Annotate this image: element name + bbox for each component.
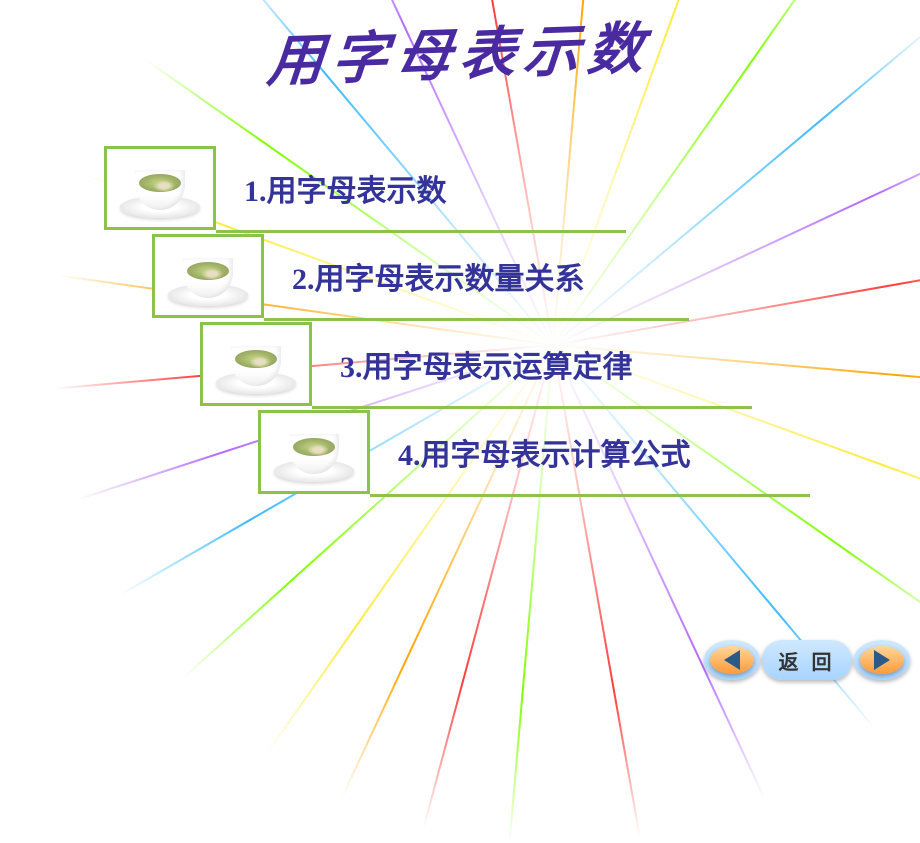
menu-item-label: 4.用字母表示计算公式 xyxy=(398,430,691,474)
tea xyxy=(139,174,181,192)
tea-flower xyxy=(307,444,329,456)
next-button[interactable] xyxy=(854,640,910,680)
teacup-icon xyxy=(258,410,370,494)
teacup xyxy=(163,246,253,306)
title-text: 用字母表示数 xyxy=(264,3,655,97)
tea-flower xyxy=(201,268,223,280)
bottom-nav: 返 回 xyxy=(704,640,910,680)
menu-item-2[interactable]: 2.用字母表示数量关系 xyxy=(152,234,585,318)
tea xyxy=(293,438,335,456)
tea-flower xyxy=(153,180,175,192)
menu-item-3[interactable]: 3.用字母表示运算定律 xyxy=(200,322,633,406)
teacup-icon xyxy=(104,146,216,230)
item-underline xyxy=(370,494,810,497)
arrow-left-icon xyxy=(724,650,740,670)
menu-item-1[interactable]: 1.用字母表示数 xyxy=(104,146,447,230)
teacup-icon xyxy=(200,322,312,406)
tea xyxy=(187,262,229,280)
tea xyxy=(235,350,277,368)
arrow-right-icon xyxy=(874,650,890,670)
prev-button[interactable] xyxy=(704,640,760,680)
menu-item-4[interactable]: 4.用字母表示计算公式 xyxy=(258,410,691,494)
menu-item-label: 1.用字母表示数 xyxy=(244,166,447,210)
item-underline xyxy=(312,406,752,409)
teacup xyxy=(211,334,301,394)
teacup xyxy=(115,158,205,218)
return-label: 返 回 xyxy=(779,646,836,675)
menu-item-label: 3.用字母表示运算定律 xyxy=(340,342,633,386)
tea-flower xyxy=(249,356,271,368)
return-button[interactable]: 返 回 xyxy=(762,640,852,680)
teacup xyxy=(269,422,359,482)
menu-item-label: 2.用字母表示数量关系 xyxy=(292,254,585,298)
slide-title: 用字母表示数 xyxy=(268,10,652,91)
firework-ray xyxy=(553,133,920,346)
item-underline xyxy=(216,230,626,233)
item-underline xyxy=(264,318,689,321)
teacup-icon xyxy=(152,234,264,318)
